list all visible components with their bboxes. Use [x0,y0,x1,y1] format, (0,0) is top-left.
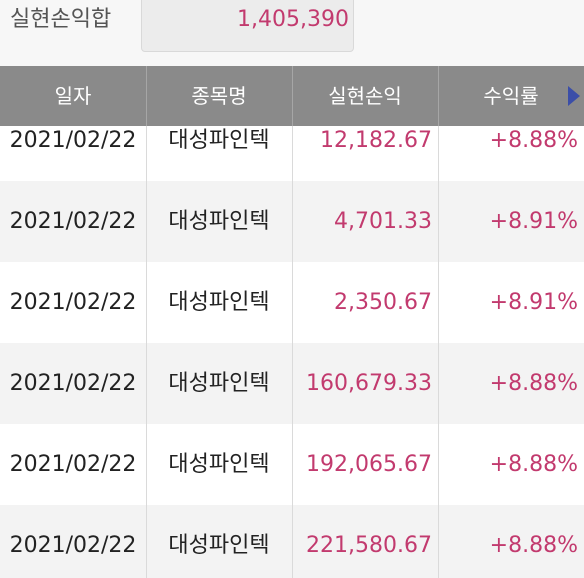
row-stock-name: 대성파인텍 [168,290,270,315]
summary-value-box: 1,405,390 [141,0,354,52]
row-date: 2021/02/22 [9,290,137,315]
row-date: 2021/02/22 [9,371,137,396]
row-stock-name: 대성파인텍 [168,533,270,558]
row-stock-name: 대성파인텍 [168,209,270,234]
summary-value: 1,405,390 [237,7,349,32]
realized-pnl-summary: 실현손익합 1,405,390 [0,0,584,66]
row-realized-pnl: 12,182.67 [320,128,432,153]
summary-label: 실현손익합 [10,7,112,32]
row-return-rate: +8.88% [489,128,578,153]
column-divider [438,126,439,578]
row-realized-pnl: 192,065.67 [306,452,432,477]
row-stock-name: 대성파인텍 [168,128,270,153]
row-date: 2021/02/22 [9,533,137,558]
table-row[interactable]: 2021/02/22 대성파인텍 2,350.67 +8.91% [0,262,584,343]
row-return-rate: +8.88% [489,533,578,558]
row-date: 2021/02/22 [9,128,137,153]
trade-list[interactable]: 2021/02/22 대성파인텍 12,182.67 +8.88% 2021/0… [0,126,584,578]
row-realized-pnl: 160,679.33 [306,371,432,396]
column-header-return-rate[interactable]: 수익률 [483,84,539,108]
row-return-rate: +8.88% [489,452,578,477]
row-return-rate: +8.91% [489,290,578,315]
row-realized-pnl: 221,580.67 [306,533,432,558]
row-stock-name: 대성파인텍 [168,452,270,477]
column-divider [292,126,293,578]
header-divider [146,66,147,126]
column-header-realized-pnl[interactable]: 실현손익 [328,84,402,108]
table-row[interactable]: 2021/02/22 대성파인텍 12,182.67 +8.88% [0,126,584,181]
row-return-rate: +8.91% [489,209,578,234]
row-realized-pnl: 4,701.33 [334,209,432,234]
table-row[interactable]: 2021/02/22 대성파인텍 192,065.67 +8.88% [0,424,584,505]
column-header-date[interactable]: 일자 [54,84,92,108]
column-header-stock-name[interactable]: 종목명 [191,84,247,108]
header-divider [438,66,439,126]
row-realized-pnl: 2,350.67 [334,290,432,315]
scroll-right-arrow-icon[interactable] [568,86,580,106]
column-divider [146,126,147,578]
table-header: 일자 종목명 실현손익 수익률 [0,66,584,126]
header-divider [292,66,293,126]
row-date: 2021/02/22 [9,209,137,234]
row-date: 2021/02/22 [9,452,137,477]
row-return-rate: +8.88% [489,371,578,396]
row-stock-name: 대성파인텍 [168,371,270,396]
